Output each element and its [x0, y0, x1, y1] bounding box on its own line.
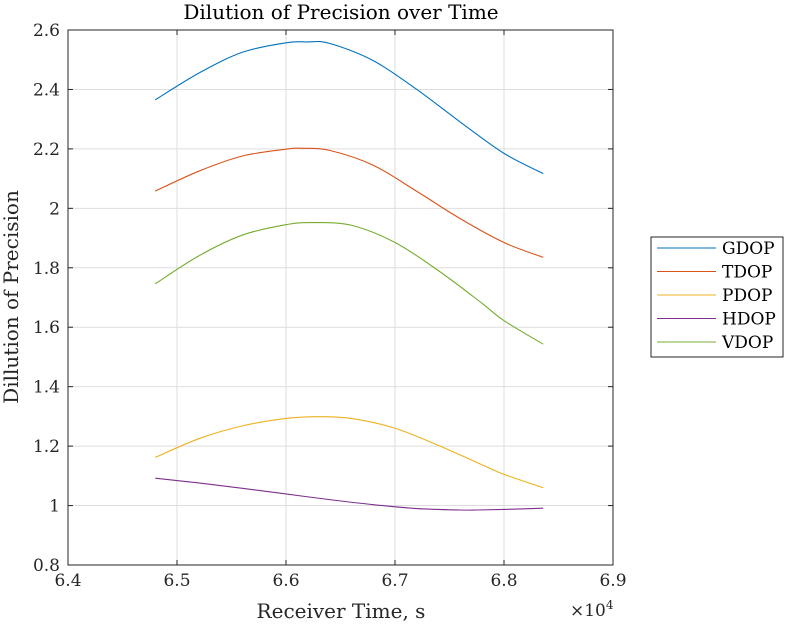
y-tick-label: 2.2: [33, 140, 60, 160]
series-line-hdop: [155, 477, 544, 511]
legend-label-gdop: GDOP: [722, 239, 775, 259]
x-tick-label: 6.7: [381, 571, 408, 591]
x-tick-label: 6.5: [163, 571, 190, 591]
plot-area: 6.4 6.5 6.6 6.7 6.8 6.9 0.8 1 1.2 1.4 1.6 1.8 2 2.2 2.…: [33, 21, 627, 591]
x-axis-exponent-power: 4: [606, 598, 614, 612]
x-axis-title: Receiver Time, s: [257, 599, 426, 623]
legend-label-hdop: HDOP: [722, 310, 776, 330]
legend: GDOP TDOP PDOP HDOP VDOP: [650, 236, 784, 358]
legend-label-pdop: PDOP: [722, 286, 772, 306]
x-tick-label: 6.4: [54, 571, 81, 591]
axes-frame: [67, 29, 614, 566]
series-line-gdop: [154, 40, 544, 175]
y-tick-label: 1: [49, 497, 60, 517]
series-line-pdop: [154, 416, 544, 489]
tick-layer: 6.4 6.5 6.6 6.7 6.8 6.9 0.8 1 1.2 1.4 1.6 1.8 2 2.2 2.…: [33, 21, 627, 591]
x-tick-label: 6.6: [272, 571, 299, 591]
series-line-tdop: [154, 147, 544, 258]
legend-box: [650, 236, 784, 358]
y-tick-label: 1.6: [33, 318, 60, 338]
legend-label-vdop: VDOP: [721, 333, 773, 353]
x-tick-label: 6.8: [490, 571, 517, 591]
grid-layer: [67, 29, 614, 566]
legend-label-tdop: TDOP: [722, 263, 772, 283]
series-layer: [154, 40, 544, 511]
legend-items: GDOP TDOP PDOP HDOP VDOP: [657, 239, 776, 353]
y-tick-label: 1.2: [33, 437, 60, 457]
y-tick-label: 0.8: [33, 556, 60, 576]
x-axis-exponent: ×104: [570, 598, 614, 621]
x-axis-exponent-base: ×10: [570, 601, 606, 621]
y-tick-label: 2.6: [33, 21, 60, 41]
y-axis-title: Dillution of Precision: [0, 190, 23, 404]
y-tick-label: 2: [49, 199, 60, 219]
chart-title: Dilution of Precision over Time: [183, 0, 498, 24]
y-tick-label: 1.8: [33, 259, 60, 279]
x-tick-label: 6.9: [599, 571, 626, 591]
y-tick-label: 2.4: [33, 80, 60, 100]
series-line-vdop: [154, 222, 544, 345]
y-tick-label: 1.4: [33, 378, 60, 398]
